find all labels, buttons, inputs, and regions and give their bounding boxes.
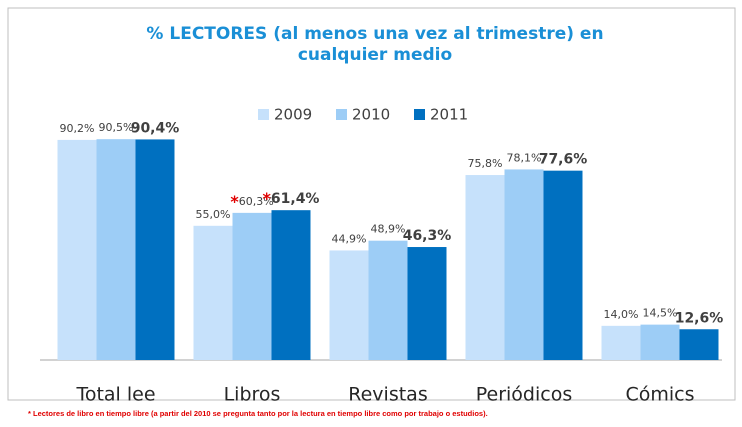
value-text: 60,3% bbox=[239, 195, 274, 208]
bar bbox=[543, 170, 583, 360]
value-label: 90,2% bbox=[60, 122, 95, 135]
value-label: *60,3% bbox=[230, 191, 273, 210]
legend-label: 2009 bbox=[274, 106, 312, 124]
bar bbox=[135, 139, 175, 360]
value-label: 44,9% bbox=[332, 232, 367, 245]
bar bbox=[329, 250, 369, 360]
bar bbox=[465, 175, 505, 360]
value-label: 78,1% bbox=[507, 151, 542, 164]
x-tick-label: Total lee bbox=[75, 384, 155, 406]
value-label: 48,9% bbox=[371, 223, 406, 236]
chart-title: % LECTORES (al menos una vez al trimestr… bbox=[146, 24, 604, 65]
value-label: 14,0% bbox=[604, 308, 639, 321]
bar bbox=[57, 139, 97, 360]
x-tick-label: Cómics bbox=[625, 384, 694, 406]
asterisk: * bbox=[230, 191, 239, 210]
x-tick-label: Revistas bbox=[348, 384, 427, 406]
value-label: 90,4% bbox=[131, 120, 180, 136]
value-text: 61,4% bbox=[271, 191, 320, 207]
legend-swatch bbox=[336, 109, 347, 120]
bar bbox=[407, 247, 447, 360]
value-label: 77,6% bbox=[539, 152, 588, 168]
value-label: 55,0% bbox=[196, 208, 231, 221]
bar bbox=[601, 325, 641, 360]
footnote: * Lectores de libro en tiempo libre (a p… bbox=[28, 409, 488, 418]
bar bbox=[232, 212, 272, 360]
bar bbox=[96, 139, 136, 360]
value-label: 46,3% bbox=[403, 228, 452, 244]
value-label: 14,5% bbox=[643, 307, 678, 320]
legend-swatch bbox=[258, 109, 269, 120]
bar bbox=[368, 240, 408, 360]
value-label: 12,6% bbox=[675, 310, 724, 326]
value-label: *61,4% bbox=[263, 189, 320, 208]
x-tick-label: Periódicos bbox=[476, 384, 573, 406]
value-label: 90,5% bbox=[99, 121, 134, 134]
legend-label: 2011 bbox=[430, 106, 468, 124]
legend-swatch bbox=[414, 109, 425, 120]
frame bbox=[7, 7, 736, 401]
asterisk: * bbox=[263, 189, 272, 208]
bar bbox=[640, 324, 680, 360]
bar bbox=[679, 329, 719, 360]
value-label: 75,8% bbox=[468, 157, 503, 170]
legend-label: 2010 bbox=[352, 106, 390, 124]
bar bbox=[504, 169, 544, 360]
bar bbox=[271, 210, 311, 360]
x-tick-label: Libros bbox=[224, 384, 281, 406]
bar bbox=[193, 225, 233, 360]
